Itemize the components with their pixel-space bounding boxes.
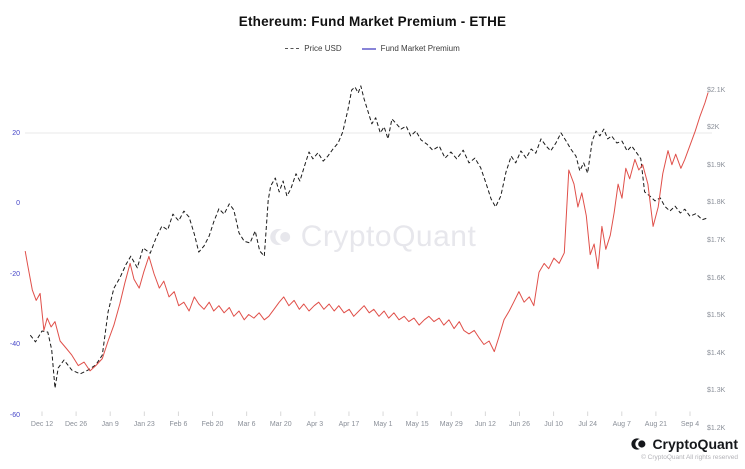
y-right-tick-label: $1.9K (707, 161, 726, 169)
x-tick-label: Jan 23 (133, 421, 155, 428)
page-title: Ethereum: Fund Market Premium - ETHE (238, 14, 507, 29)
y-right-tick-label: $1.8K (707, 199, 726, 207)
y-right-tick-label: $1.6K (707, 274, 726, 282)
legend-item-price-usd[interactable]: Price USD (285, 44, 342, 53)
premium-line-swatch-icon (361, 47, 376, 50)
chart-legend: Price USD Fund Market Premium (0, 44, 745, 53)
y-left-tick-label: -60 (9, 411, 20, 419)
x-tick-label: Jul 10 (544, 421, 563, 428)
y-right-tick-label: $2K (707, 124, 720, 132)
price-usd-line (29, 85, 709, 389)
y-right-tick-label: $1.4K (707, 349, 726, 357)
y-right-tick-label: $1.3K (707, 387, 726, 395)
y-right-tick-label: $2.1K (707, 86, 726, 94)
x-tick-label: Mar 6 (237, 421, 256, 428)
footer-copyright: © CryptoQuant All rights reserved (641, 454, 738, 461)
fund-market-premium-line (24, 92, 709, 372)
legend-label-fund-market-premium: Fund Market Premium (380, 44, 460, 53)
x-tick-label: Aug 21 (644, 421, 667, 428)
x-tick-label: Jun 26 (508, 421, 530, 428)
x-tick-label: May 29 (439, 421, 463, 428)
x-tick-label: Jun 12 (474, 421, 496, 428)
y-right-tick-label: $1.5K (707, 312, 726, 320)
x-tick-label: Jul 24 (578, 421, 598, 428)
x-tick-label: Apr 3 (306, 421, 324, 428)
footer-brand-text: CryptoQuant (652, 436, 738, 452)
price-line-swatch-icon (285, 48, 300, 49)
y-right-tick-label: $1.2K (707, 424, 726, 432)
x-tick-label: Dec 12 (30, 421, 54, 428)
y-left-tick-label: -40 (9, 341, 20, 348)
y-left-tick-label: 20 (12, 129, 20, 137)
x-tick-label: May 15 (405, 421, 429, 428)
x-tick-label: Feb 6 (169, 421, 188, 428)
x-tick-label: Sep 4 (680, 421, 700, 428)
legend-label-price-usd: Price USD (304, 44, 342, 53)
y-left-tick-label: 0 (16, 200, 20, 207)
footer-brand-link[interactable]: CryptoQuant (631, 436, 738, 452)
x-tick-label: Aug 7 (612, 421, 631, 428)
x-tick-label: Dec 26 (65, 421, 88, 428)
legend-item-fund-market-premium[interactable]: Fund Market Premium (361, 44, 460, 53)
y-left-tick-label: -20 (9, 270, 20, 278)
cryptoquant-logo-icon (631, 438, 646, 450)
x-tick-label: Mar 20 (269, 421, 292, 428)
x-tick-label: Jan 9 (101, 421, 119, 428)
x-tick-label: Feb 20 (201, 421, 224, 428)
x-tick-label: May 1 (373, 421, 393, 428)
x-tick-label: Apr 17 (338, 421, 360, 428)
y-right-tick-label: $1.7K (707, 236, 726, 244)
